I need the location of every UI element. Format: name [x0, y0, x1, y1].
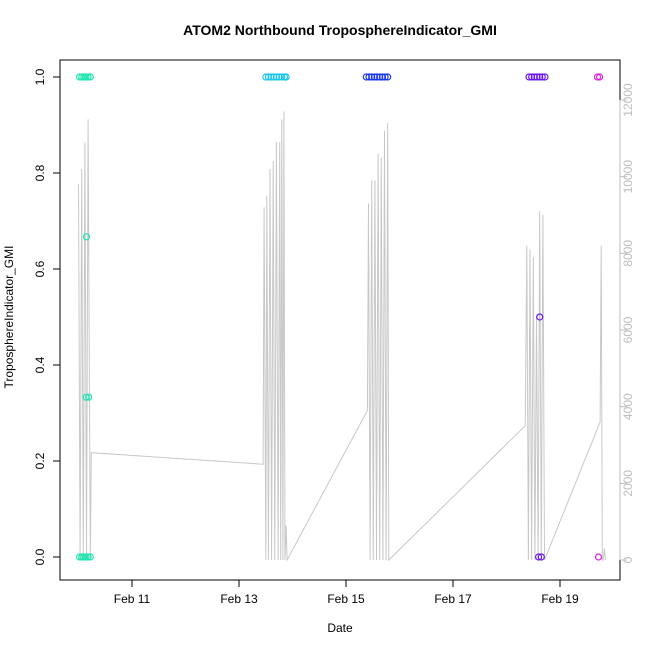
y-tick-label: 0.8 [33, 164, 47, 181]
y-axis: 0.0 0.2 0.4 0.6 0.8 1.0 [33, 68, 61, 565]
data-point [82, 393, 90, 401]
y2-tick-label: 0 [621, 556, 635, 563]
data-point [373, 73, 381, 81]
x-tick-label: Feb 11 [114, 592, 151, 606]
data-point [84, 553, 92, 561]
data-point [536, 73, 544, 81]
data-point [381, 73, 389, 81]
data-point [365, 73, 373, 81]
y-axis-label: TroposphereIndicator_GMI [2, 246, 16, 389]
y2-tick-label: 8000 [621, 240, 635, 267]
data-point [270, 73, 278, 81]
y-tick-label: 1.0 [33, 68, 47, 85]
data-point [84, 73, 92, 81]
data-point [278, 73, 286, 81]
y2-tick-label: 6000 [621, 316, 635, 343]
y-tick-label: 0.6 [33, 260, 47, 277]
y2-tick-label: 12000 [621, 83, 635, 117]
data-point [525, 73, 533, 81]
data-point [378, 73, 386, 81]
data-point [282, 73, 290, 81]
data-point [262, 73, 270, 81]
y-tick-label: 0.0 [33, 548, 47, 565]
x-tick-label: Feb 17 [434, 592, 472, 606]
y2-tick-label: 4000 [621, 393, 635, 420]
data-point [541, 73, 549, 81]
data-point [86, 73, 94, 81]
data-point [534, 553, 543, 561]
y2-axis: 0 2000 4000 6000 8000 10000 12000 [619, 83, 635, 563]
data-point [593, 73, 602, 81]
data-point [595, 73, 604, 81]
y-tick-label: 0.4 [33, 356, 47, 373]
data-point [272, 73, 280, 81]
data-point [368, 73, 376, 81]
x-tick-label: Feb 13 [220, 592, 258, 606]
data-point [376, 73, 384, 81]
data-point [370, 73, 378, 81]
data-point [275, 73, 283, 81]
data-point [82, 553, 90, 561]
data-point [384, 73, 392, 81]
line-layer [78, 111, 606, 562]
data-point [538, 73, 546, 81]
x-axis-label: Date [327, 621, 353, 635]
points-layer [75, 73, 604, 561]
x-axis: Feb 11 Feb 13 Feb 15 Feb 17 Feb 19 [114, 579, 579, 606]
data-point [594, 553, 603, 561]
y2-tick-label: 2000 [621, 470, 635, 497]
data-point [85, 393, 93, 401]
x-tick-label: Feb 19 [541, 592, 579, 606]
data-point [537, 553, 545, 561]
grey-line-series [78, 111, 606, 562]
data-point [82, 73, 90, 81]
data-point [533, 73, 541, 81]
chart-title: ATOM2 Northbound TroposphereIndicator_GM… [183, 22, 497, 38]
data-point [264, 73, 272, 81]
data-point [536, 313, 544, 321]
y-tick-label: 0.2 [33, 452, 47, 469]
x-tick-label: Feb 15 [327, 592, 365, 606]
y2-tick-label: 10000 [621, 160, 635, 194]
data-point [82, 233, 91, 241]
data-point [267, 73, 275, 81]
data-point [86, 553, 94, 561]
